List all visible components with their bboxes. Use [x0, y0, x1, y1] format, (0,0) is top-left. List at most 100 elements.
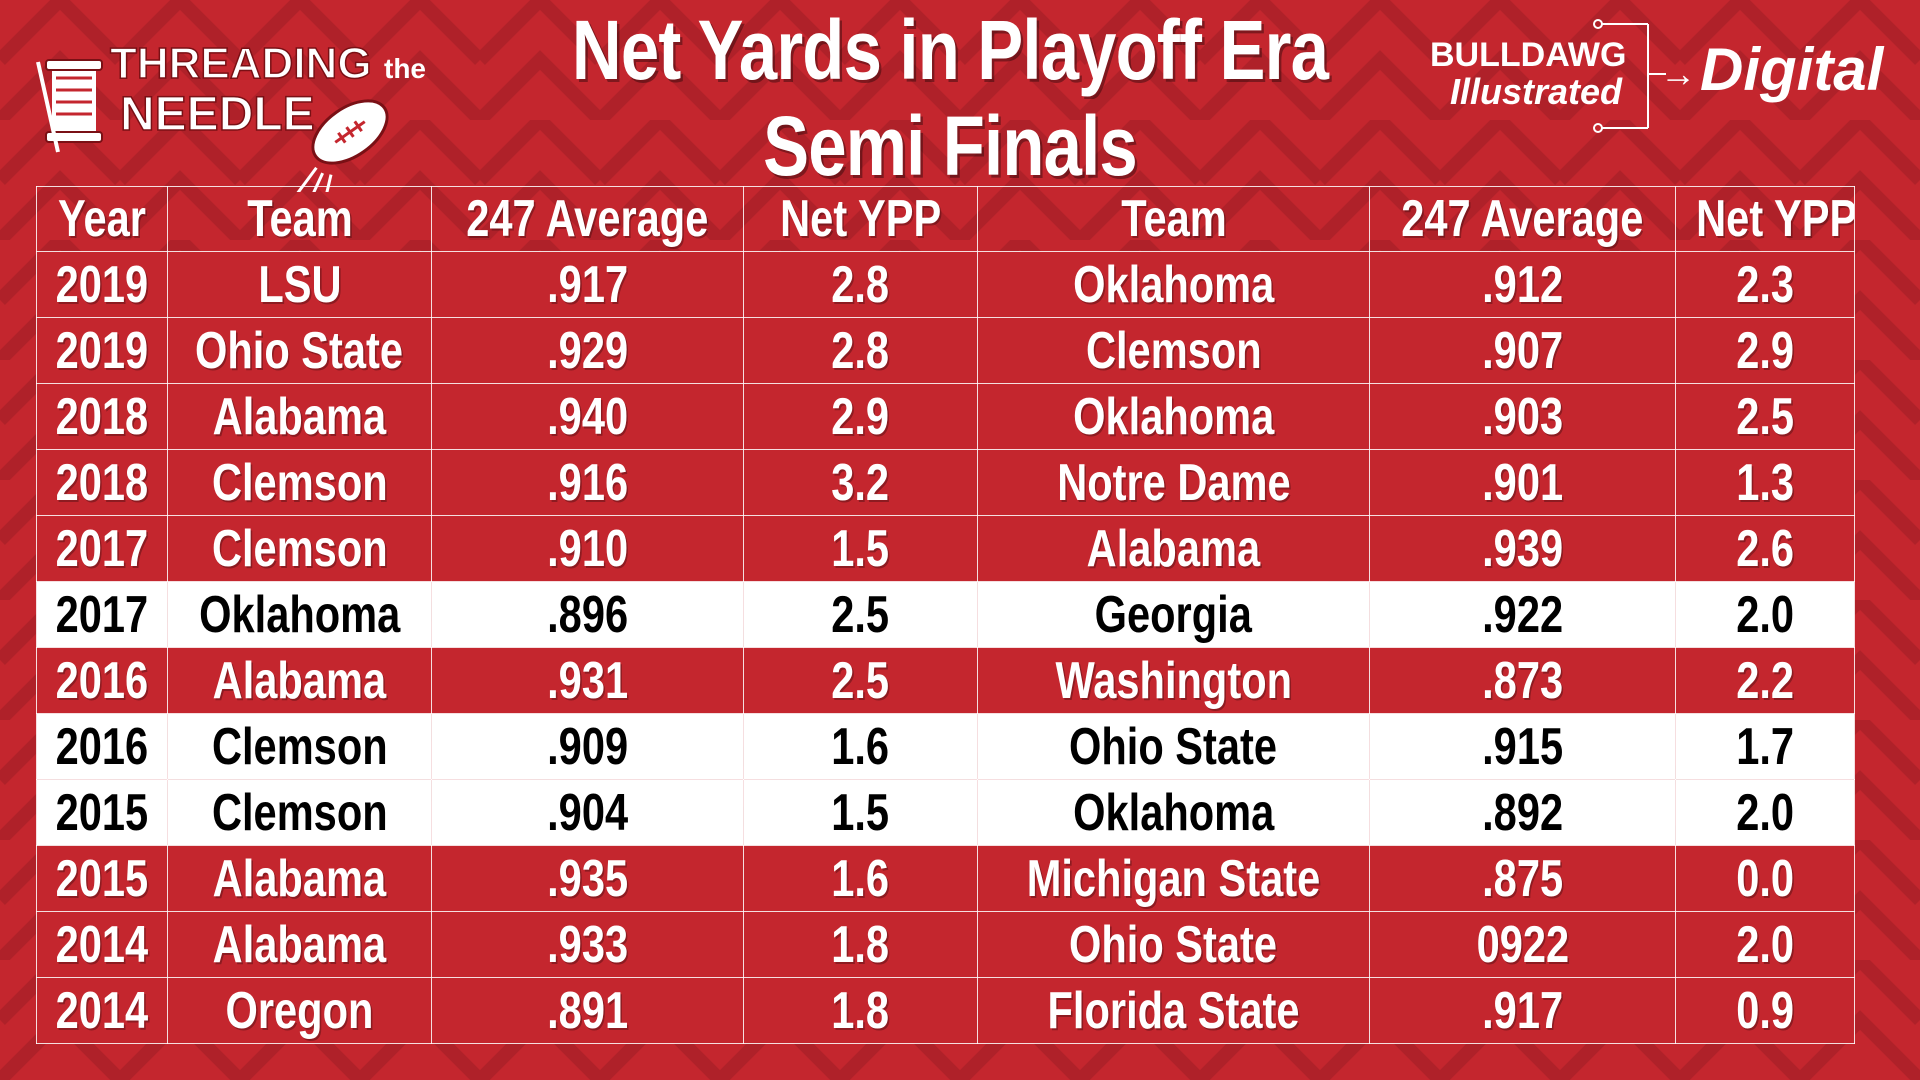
net-ypp-2-cell: 1.3 [1675, 449, 1855, 516]
team-1-cell: Oregon [167, 977, 432, 1044]
brand-digital-text: Digital [1700, 36, 1885, 103]
average-2-cell: .907 [1369, 317, 1676, 384]
average-1-cell: .891 [431, 977, 744, 1044]
net-ypp-2-cell: 2.6 [1675, 515, 1855, 582]
threading-the-needle-logo: THREADING the NEEDLE [36, 38, 426, 192]
net-ypp-1-cell: 2.5 [743, 581, 978, 648]
net-ypp-1-cell: 1.5 [743, 779, 978, 846]
net-ypp-2-cell: 0.0 [1675, 845, 1855, 912]
table-row: 2018 Clemson .916 3.2 Notre Dame .901 1.3 [36, 449, 1855, 516]
average-1-cell: .935 [431, 845, 744, 912]
table-row: 2017 Oklahoma .896 2.5 Georgia .922 2.0 [36, 581, 1855, 648]
table-row: 2015 Clemson .904 1.5 Oklahoma .892 2.0 [36, 779, 1855, 846]
net-ypp-1-cell: 1.6 [743, 713, 978, 780]
header-247-average-2: 247 Average [1369, 186, 1676, 252]
average-2-cell: .875 [1369, 845, 1676, 912]
year-cell: 2018 [36, 449, 168, 516]
team-1-cell: Clemson [167, 713, 432, 780]
team-2-cell: Georgia [977, 581, 1370, 648]
team-1-cell: Alabama [167, 647, 432, 714]
net-ypp-2-cell: 2.0 [1675, 911, 1855, 978]
year-cell: 2016 [36, 647, 168, 714]
net-ypp-2-cell: 2.0 [1675, 581, 1855, 648]
average-1-cell: .933 [431, 911, 744, 978]
team-2-cell: Notre Dame [977, 449, 1370, 516]
average-2-cell: .892 [1369, 779, 1676, 846]
average-1-cell: .904 [431, 779, 744, 846]
net-ypp-2-cell: 2.3 [1675, 251, 1855, 318]
team-1-cell: Oklahoma [167, 581, 432, 648]
year-cell: 2016 [36, 713, 168, 780]
team-1-cell: Clemson [167, 449, 432, 516]
header-net-ypp-2: Net YPP [1675, 186, 1855, 252]
team-2-cell: Florida State [977, 977, 1370, 1044]
logo-word-needle: NEEDLE [120, 88, 315, 141]
header-247-average-1: 247 Average [431, 186, 744, 252]
net-ypp-2-cell: 1.7 [1675, 713, 1855, 780]
table-row: 2016 Alabama .931 2.5 Washington .873 2.2 [36, 647, 1855, 714]
net-ypp-1-cell: 1.8 [743, 977, 978, 1044]
average-1-cell: .896 [431, 581, 744, 648]
net-ypp-2-cell: 2.5 [1675, 383, 1855, 450]
page-title: Net Yards in Playoff Era [571, 3, 1329, 97]
team-2-cell: Oklahoma [977, 251, 1370, 318]
team-2-cell: Ohio State [977, 713, 1370, 780]
team-1-cell: LSU [167, 251, 432, 318]
average-2-cell: .939 [1369, 515, 1676, 582]
average-2-cell: 0922 [1369, 911, 1676, 978]
year-cell: 2014 [36, 977, 168, 1044]
average-1-cell: .917 [431, 251, 744, 318]
average-1-cell: .931 [431, 647, 744, 714]
year-cell: 2014 [36, 911, 168, 978]
header-net-ypp-1: Net YPP [743, 186, 978, 252]
net-ypp-2-cell: 2.9 [1675, 317, 1855, 384]
net-ypp-1-cell: 2.5 [743, 647, 978, 714]
team-2-cell: Oklahoma [977, 383, 1370, 450]
header-year: Year [36, 186, 168, 252]
team-2-cell: Michigan State [977, 845, 1370, 912]
page-subtitle: Semi Finals [763, 99, 1138, 193]
brand-illustrated-text: Illustrated [1450, 71, 1623, 112]
team-2-cell: Oklahoma [977, 779, 1370, 846]
table-row: 2017 Clemson .910 1.5 Alabama .939 2.6 [36, 515, 1855, 582]
net-ypp-2-cell: 2.2 [1675, 647, 1855, 714]
year-cell: 2017 [36, 581, 168, 648]
table-row: 2018 Alabama .940 2.9 Oklahoma .903 2.5 [36, 383, 1855, 450]
net-ypp-1-cell: 1.5 [743, 515, 978, 582]
average-2-cell: .912 [1369, 251, 1676, 318]
net-ypp-1-cell: 3.2 [743, 449, 978, 516]
team-1-cell: Clemson [167, 779, 432, 846]
table-row: 2014 Oregon .891 1.8 Florida State .917 0.9 [36, 977, 1855, 1044]
stats-table: Year Team 247 Average Net YPP Team 247 A… [36, 186, 1855, 1044]
team-2-cell: Ohio State [977, 911, 1370, 978]
year-cell: 2019 [36, 317, 168, 384]
average-2-cell: .917 [1369, 977, 1676, 1044]
net-ypp-1-cell: 1.8 [743, 911, 978, 978]
year-cell: 2015 [36, 779, 168, 846]
average-2-cell: .915 [1369, 713, 1676, 780]
team-2-cell: Clemson [977, 317, 1370, 384]
average-1-cell: .916 [431, 449, 744, 516]
average-1-cell: .910 [431, 515, 744, 582]
net-ypp-1-cell: 2.8 [743, 317, 978, 384]
average-1-cell: .929 [431, 317, 744, 384]
net-ypp-1-cell: 1.6 [743, 845, 978, 912]
average-2-cell: .873 [1369, 647, 1676, 714]
table-row: 2019 LSU .917 2.8 Oklahoma .912 2.3 [36, 251, 1855, 318]
net-ypp-1-cell: 2.8 [743, 251, 978, 318]
net-ypp-2-cell: 0.9 [1675, 977, 1855, 1044]
logo-word-the: the [384, 53, 426, 84]
average-1-cell: .909 [431, 713, 744, 780]
year-cell: 2019 [36, 251, 168, 318]
year-cell: 2015 [36, 845, 168, 912]
team-1-cell: Alabama [167, 845, 432, 912]
table-row: 2019 Ohio State .929 2.8 Clemson .907 2.9 [36, 317, 1855, 384]
average-1-cell: .940 [431, 383, 744, 450]
bulldawg-illustrated-digital-logo: BULLDAWG Illustrated → Digital [1430, 19, 1885, 133]
year-cell: 2018 [36, 383, 168, 450]
average-2-cell: .903 [1369, 383, 1676, 450]
table-row: 2014 Alabama .933 1.8 Ohio State 0922 2.0 [36, 911, 1855, 978]
logo-word-threading: THREADING [110, 39, 372, 88]
team-1-cell: Ohio State [167, 317, 432, 384]
year-cell: 2017 [36, 515, 168, 582]
